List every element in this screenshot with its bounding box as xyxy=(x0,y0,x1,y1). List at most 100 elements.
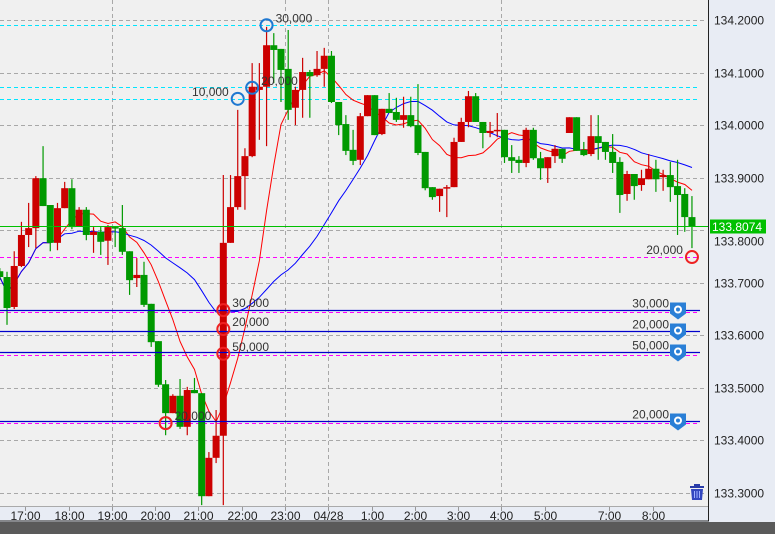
candle-up xyxy=(623,170,631,201)
candle-down xyxy=(414,84,422,156)
sell-fill-marker[interactable] xyxy=(216,346,231,361)
candle-body xyxy=(335,101,343,126)
candle-up xyxy=(551,145,559,163)
candle-down xyxy=(515,156,523,173)
candle-body xyxy=(342,124,350,151)
candle-up xyxy=(400,96,408,128)
time-tick-label: 20:00 xyxy=(140,509,170,523)
fill-quantity-label: 20,000 xyxy=(232,315,269,329)
pending-order-marker[interactable] xyxy=(670,344,686,362)
candle-body xyxy=(486,130,494,134)
candle-up xyxy=(443,185,451,218)
candle-up xyxy=(104,224,112,265)
current-price-label: 133.8074 xyxy=(712,220,762,234)
candle-body xyxy=(450,141,458,188)
price-axis[interactable]: 134.2000 134.1000 134.0000 133.9000 133.8000… xyxy=(714,14,764,501)
time-tick-label: 22:00 xyxy=(227,509,257,523)
candle-up xyxy=(291,86,299,126)
candle-up xyxy=(17,221,25,268)
current-price: 133.8074 xyxy=(0,219,766,234)
red-circle-icon xyxy=(158,416,173,431)
candle-down xyxy=(277,48,285,102)
pending-order-marker[interactable] xyxy=(670,413,686,431)
candle-up xyxy=(356,113,364,166)
candle-down xyxy=(371,95,379,136)
candle-body xyxy=(111,227,119,229)
candle-body xyxy=(508,157,516,161)
candle-body xyxy=(630,174,638,187)
candle-body xyxy=(385,108,393,114)
sell-fill-marker[interactable] xyxy=(216,303,231,318)
candle-body xyxy=(46,205,54,243)
candle-body xyxy=(501,129,508,158)
candle-up xyxy=(522,127,530,168)
candle-body xyxy=(212,435,220,458)
candle-body xyxy=(544,157,552,169)
fill-quantity-label: 50,000 xyxy=(232,340,269,354)
red-circle-icon xyxy=(216,346,231,361)
status-strip xyxy=(0,522,775,534)
candle-up xyxy=(299,57,307,118)
sell-fill-marker[interactable] xyxy=(684,250,699,265)
candle-body xyxy=(97,231,105,242)
buy-fill-marker[interactable] xyxy=(245,80,260,95)
candle-down xyxy=(349,129,357,166)
candle-down xyxy=(508,145,516,173)
pending-order-quantity: 30,000 xyxy=(632,297,669,311)
plot-area[interactable] xyxy=(0,0,708,506)
candle-up xyxy=(486,121,494,138)
candle-body xyxy=(133,274,141,279)
candle-up xyxy=(212,409,220,464)
candle-down xyxy=(616,157,624,213)
candle-down xyxy=(3,271,11,325)
fill-quantity-label: 30,000 xyxy=(232,296,269,310)
candle-body xyxy=(580,149,588,156)
price-tick-label: 133.3000 xyxy=(714,487,764,501)
pending-order-quantity: 50,000 xyxy=(632,339,669,353)
candle-body xyxy=(0,271,4,278)
candle-body xyxy=(313,68,321,76)
delete-button[interactable] xyxy=(690,484,704,500)
candle-up xyxy=(255,63,263,140)
price-tick-label: 133.5000 xyxy=(714,382,764,396)
time-tick-label: 2:00 xyxy=(404,509,428,523)
candle-body xyxy=(601,141,609,152)
sell-fill-marker[interactable] xyxy=(158,416,173,431)
candle-down xyxy=(0,268,4,281)
candle-up xyxy=(248,63,256,158)
candle-up xyxy=(25,202,33,248)
candle-body xyxy=(378,108,386,135)
candle-body xyxy=(414,125,422,153)
candle-body xyxy=(162,384,170,414)
pending-order-quantity: 20,000 xyxy=(632,318,669,332)
candle-down xyxy=(39,146,47,207)
time-tick-label: 1:00 xyxy=(361,509,385,523)
buy-fill-marker[interactable] xyxy=(259,18,274,33)
candle-body xyxy=(25,228,33,235)
candle-body xyxy=(407,115,415,127)
candle-body xyxy=(190,390,198,394)
red-circle-icon xyxy=(216,322,231,337)
time-tick-label: 23:00 xyxy=(270,509,300,523)
pending-order-marker[interactable] xyxy=(670,302,686,320)
candle-up xyxy=(10,251,18,310)
candle-down xyxy=(558,148,566,163)
candle-body xyxy=(299,72,307,90)
trash-icon xyxy=(690,484,704,500)
candle-up xyxy=(183,386,191,436)
time-axis[interactable]: 17:00 18:00 19:00 20:00 21:00 22:00 23:00 04/28… xyxy=(10,507,666,523)
candle-body xyxy=(688,217,696,227)
pin-ring xyxy=(674,326,682,335)
candle-up xyxy=(313,51,321,77)
candle-up xyxy=(219,175,227,506)
pending-order-marker[interactable] xyxy=(670,323,686,341)
buy-fill-marker[interactable] xyxy=(230,91,245,106)
candle-body xyxy=(10,265,18,307)
candle-body xyxy=(652,168,660,180)
candle-body xyxy=(68,188,76,228)
candle-up xyxy=(457,117,465,142)
candle-up xyxy=(234,109,242,210)
candle-up xyxy=(637,169,645,191)
sell-fill-marker[interactable] xyxy=(216,322,231,337)
